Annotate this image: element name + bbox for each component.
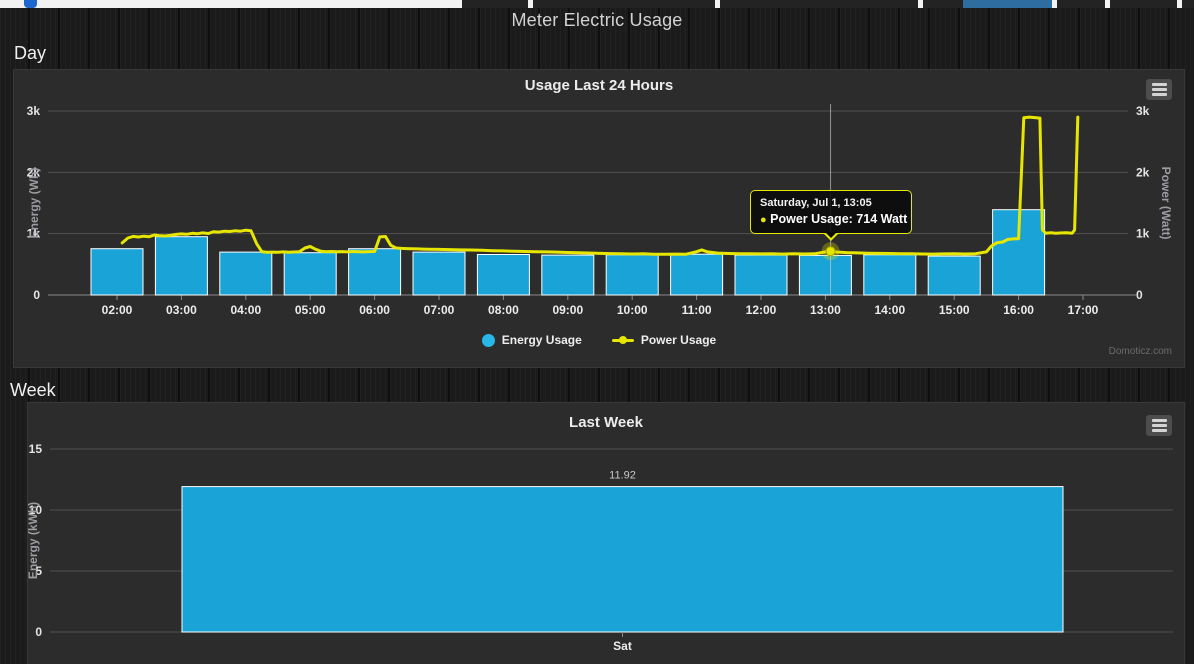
energy-series-marker-icon (481, 333, 495, 347)
energy-bar[interactable] (476, 254, 530, 296)
x-axis-tick-label: 10:00 (617, 303, 648, 317)
browser-tab-fragment[interactable] (1110, 0, 1177, 8)
browser-tab-fragment[interactable] (923, 0, 963, 8)
energy-bar[interactable] (927, 255, 981, 296)
x-axis-tick-label: 14:00 (874, 303, 905, 317)
page-title: Meter Electric Usage (511, 10, 683, 30)
browser-tab-fragment[interactable] (533, 0, 715, 8)
energy-bar[interactable] (154, 236, 208, 296)
chart-legend: Energy Usage Power Usage (14, 333, 1184, 347)
power-line[interactable] (120, 115, 1080, 256)
y-axis-tick-label: 3k (1136, 104, 1150, 118)
tooltip-series-label: Power Usage: (770, 212, 853, 226)
week-chart-title: Last Week (569, 414, 643, 431)
y-axis-tick-label: 1k (1136, 227, 1150, 241)
x-axis-tick-label: 06:00 (359, 303, 390, 317)
browser-tab-fragment[interactable] (462, 0, 528, 8)
hover-marker (825, 246, 836, 257)
x-axis-tick-label: 08:00 (488, 303, 519, 317)
y-axis-tick-label: 2k (27, 165, 41, 179)
section-label-day: Day (14, 43, 47, 63)
credits-link[interactable]: Domoticz.com (1108, 346, 1172, 357)
energy-bar[interactable] (412, 251, 466, 296)
y-axis-tick-label: 3k (27, 104, 41, 118)
day-chart-panel: Usage Last 24 Hours 0 0 1k 1k 2k 2k 3k 3k 02:00 0… (14, 70, 1184, 367)
x-axis-tick-label: 05:00 (295, 303, 326, 317)
favicon-fragment (24, 0, 37, 8)
energy-bar[interactable] (863, 254, 917, 296)
energy-bar[interactable] (541, 254, 595, 296)
tooltip-value: 714 Watt (856, 212, 908, 226)
x-axis-tick-label: 03:00 (166, 303, 197, 317)
energy-bar[interactable] (181, 486, 1064, 633)
x-axis-tick-label: 12:00 (746, 303, 777, 317)
y-axis-tick-label: 2k (1136, 165, 1150, 179)
energy-bar[interactable] (605, 254, 659, 296)
browser-tab-fragment[interactable] (1182, 0, 1194, 8)
tooltip-arrow (823, 232, 839, 241)
y-axis-tick-label: 0 (35, 625, 42, 639)
section-label-week: Week (10, 380, 56, 400)
x-axis-tick-label: Sat (613, 639, 632, 653)
y-axis-tick-label: 0 (33, 288, 40, 302)
day-chart-context-menu-button[interactable] (1146, 79, 1172, 100)
y-axis-tick-label: 1k (27, 227, 41, 241)
legend-item-energy[interactable]: Energy Usage (481, 333, 582, 347)
active-tab-fragment[interactable] (963, 0, 1052, 8)
x-axis-tick-label: 04:00 (230, 303, 261, 317)
tooltip-body: ● Power Usage: 714 Watt (760, 212, 907, 226)
browser-tab-strip (0, 0, 1194, 8)
energy-bar[interactable] (734, 254, 788, 296)
x-axis-tick-label: 02:00 (102, 303, 133, 317)
x-axis-tick-label: 16:00 (1003, 303, 1034, 317)
day-chart-canvas[interactable]: 0 0 1k 1k 2k 2k 3k 3k 02:00 03:00 04:00 05:00 06:00 0… (14, 70, 1184, 367)
series-bullet-icon: ● (760, 214, 767, 226)
legend-item-power[interactable]: Power Usage (611, 333, 717, 347)
x-axis-tick-label: 07:00 (424, 303, 455, 317)
energy-bar[interactable] (283, 252, 337, 296)
energy-bar[interactable] (670, 253, 724, 296)
legend-label-energy: Energy Usage (501, 333, 582, 347)
x-axis-tick-label: 09:00 (552, 303, 583, 317)
browser-tab-fragment[interactable] (720, 0, 918, 8)
y-axis-title-left: Energy (Wh) (27, 168, 41, 239)
y-axis-tick-label: 0 (1136, 288, 1143, 302)
tooltip-date: Saturday, Jul 1, 13:05 (760, 197, 872, 209)
energy-bar[interactable] (348, 248, 402, 296)
week-chart-canvas[interactable]: 0 5 10 15 11.92 Sat Energy (kWh) (28, 403, 1184, 664)
week-chart-panel: Last Week 0 5 10 15 11.92 Sat Energy (kWh) (28, 403, 1184, 664)
energy-bar[interactable] (798, 254, 852, 296)
chart-tooltip: Saturday, Jul 1, 13:05 ● Power Usage: 71… (750, 190, 912, 241)
y-axis-tick-label: 5 (35, 564, 42, 578)
browser-tab-fragment[interactable] (1057, 0, 1105, 8)
energy-bar[interactable] (90, 248, 144, 296)
energy-bar[interactable] (219, 251, 273, 296)
week-chart-context-menu-button[interactable] (1146, 415, 1172, 436)
y-axis-title: Energy (kWh) (28, 502, 40, 579)
y-axis-tick-label: 15 (29, 442, 43, 456)
power-series-marker-icon (611, 336, 634, 344)
x-axis-tick-label: 15:00 (939, 303, 970, 317)
y-axis-tick-label: 10 (29, 503, 43, 517)
y-axis-title-right: Power (Watt) (1159, 167, 1173, 240)
legend-label-power: Power Usage (640, 333, 717, 347)
day-chart-title: Usage Last 24 Hours (524, 77, 674, 94)
x-axis-tick-label: 13:00 (810, 303, 841, 317)
bar-value-label: 11.92 (609, 470, 636, 482)
x-axis-tick-label: 11:00 (682, 303, 712, 317)
x-axis-tick-label: 17:00 (1068, 303, 1099, 317)
